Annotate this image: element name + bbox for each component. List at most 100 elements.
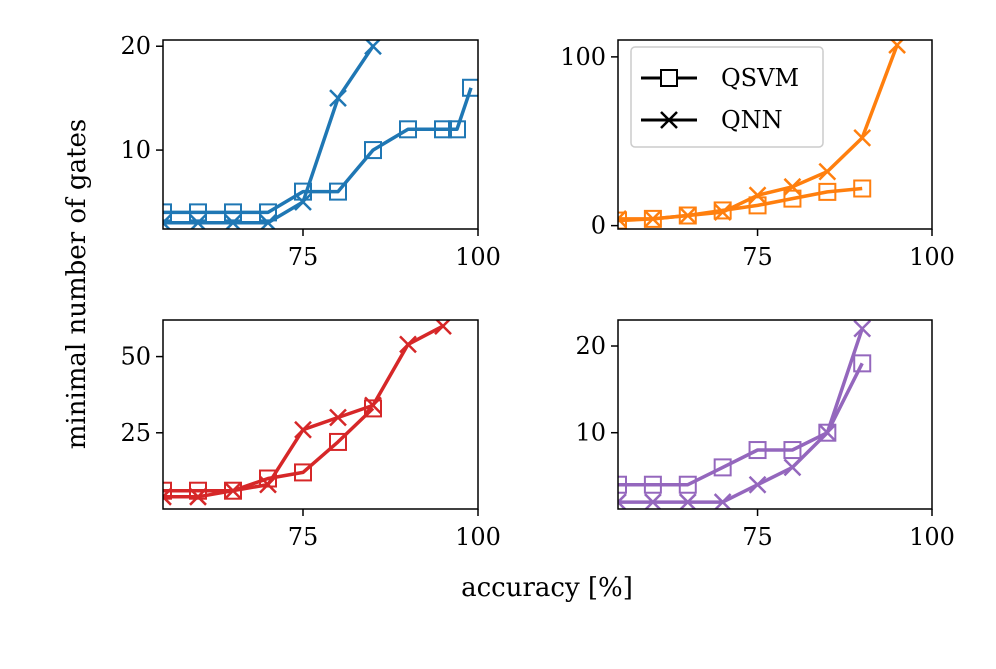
data-point-qnn — [618, 209, 627, 228]
data-point-qnn — [853, 320, 872, 338]
legend-qnn-marker — [660, 111, 678, 129]
x-tick-label: 75 — [742, 523, 773, 551]
data-point-qsvm — [434, 120, 452, 139]
data-point-qnn — [364, 40, 382, 56]
data-point-qsvm — [364, 141, 382, 160]
data-point-qnn — [259, 213, 277, 229]
series-line-qnn — [163, 45, 375, 225]
panel-bottom-right: 75 100 10 20 — [575, 319, 955, 551]
axes-frame — [617, 39, 933, 230]
x-tick-label: 75 — [742, 243, 773, 271]
data-point-qnn — [163, 213, 172, 229]
legend-qsvm-label: QSVM — [721, 64, 799, 92]
data-point-qsvm — [163, 481, 172, 500]
data-point-qnn — [748, 186, 767, 205]
data-point-qnn — [888, 40, 906, 54]
x-axis-label: accuracy [%] — [461, 573, 633, 603]
data-point-qnn — [783, 177, 802, 196]
data-point-qsvm — [189, 481, 207, 500]
data-point-qnn — [713, 493, 732, 509]
series-line-qsvm — [618, 362, 864, 487]
series-line-qsvm — [163, 87, 473, 215]
data-point-qnn — [678, 493, 697, 509]
x-tick-label: 100 — [909, 243, 955, 271]
data-point-qnn — [644, 209, 662, 228]
data-point-qsvm — [329, 432, 347, 451]
plot-area — [163, 320, 452, 506]
data-point-qsvm — [853, 354, 872, 373]
data-point-qnn — [399, 335, 417, 354]
data-point-qsvm — [853, 179, 872, 198]
data-point-qnn — [224, 213, 242, 229]
data-point-qnn — [163, 487, 172, 506]
data-point-qnn — [434, 320, 452, 335]
legend-frame — [630, 46, 824, 148]
data-point-qnn — [818, 162, 837, 181]
x-tick-label: 100 — [455, 243, 501, 271]
data-point-qsvm — [224, 203, 242, 222]
x-tick-label: 75 — [288, 523, 319, 551]
data-point-qnn — [259, 475, 277, 494]
plot-area — [618, 320, 872, 509]
data-point-qsvm — [783, 189, 802, 208]
data-point-qsvm — [294, 463, 312, 482]
data-point-qsvm — [163, 203, 172, 222]
data-point-qnn — [189, 487, 207, 506]
data-point-qnn — [329, 408, 347, 427]
axes-frame — [162, 319, 479, 510]
y-tick-label: 10 — [120, 136, 151, 164]
data-point-qnn — [189, 213, 207, 229]
data-point-qnn — [224, 481, 242, 500]
data-point-qsvm — [818, 182, 837, 201]
legend-qsvm-marker — [660, 69, 678, 87]
legend: QSVM QNN — [630, 46, 824, 148]
data-point-qsvm — [643, 475, 662, 494]
axes-frame — [162, 39, 479, 230]
data-point-qsvm — [329, 182, 347, 201]
y-axis-label: minimal number of gates — [62, 119, 92, 450]
data-point-qnn — [783, 458, 802, 477]
data-point-qnn — [678, 206, 697, 225]
data-point-qnn — [294, 420, 312, 439]
data-point-qsvm — [748, 441, 767, 460]
y-tick-label: 0 — [591, 212, 606, 240]
data-point-qsvm — [678, 475, 697, 494]
data-point-qnn — [644, 493, 662, 509]
data-point-qnn — [618, 493, 627, 509]
data-point-qnn — [853, 128, 872, 147]
data-point-qsvm — [448, 120, 466, 139]
data-point-qsvm — [713, 201, 732, 220]
data-point-qsvm — [462, 78, 478, 97]
panel-bottom-left: 75 100 25 50 — [120, 319, 501, 551]
data-point-qnn — [818, 423, 837, 442]
data-point-qsvm — [618, 475, 627, 494]
data-point-qnn — [294, 193, 312, 211]
data-point-qsvm — [259, 203, 277, 222]
data-point-qnn — [748, 475, 767, 494]
plot-area — [163, 40, 478, 229]
series-line-qsvm — [163, 407, 375, 493]
y-tick-label: 10 — [575, 419, 606, 447]
data-point-qsvm — [818, 423, 837, 442]
y-tick-label: 20 — [575, 332, 606, 360]
data-point-qnn — [364, 396, 382, 415]
axes-frame — [617, 319, 933, 510]
data-point-qsvm — [189, 203, 207, 222]
y-tick-label: 25 — [120, 419, 151, 447]
data-point-qsvm — [713, 458, 732, 477]
data-point-qsvm — [783, 441, 802, 460]
data-point-qnn — [329, 89, 347, 108]
y-tick-label: 20 — [120, 32, 151, 60]
panel-top-left: 75 100 10 20 — [120, 32, 500, 271]
x-tick-label: 75 — [288, 243, 319, 271]
y-tick-label: 50 — [120, 343, 151, 371]
x-tick-label: 100 — [909, 523, 955, 551]
data-point-qsvm — [399, 120, 417, 139]
plot-area — [618, 40, 906, 229]
data-point-qsvm — [259, 469, 277, 488]
data-point-qsvm — [748, 196, 767, 215]
data-point-qnn — [713, 203, 732, 222]
panels: 75 100 10 20 75 100 0 100 75 100 25 50 75 100 10 20 — [120, 32, 954, 551]
panel-top-right: 75 100 0 100 — [560, 39, 955, 271]
